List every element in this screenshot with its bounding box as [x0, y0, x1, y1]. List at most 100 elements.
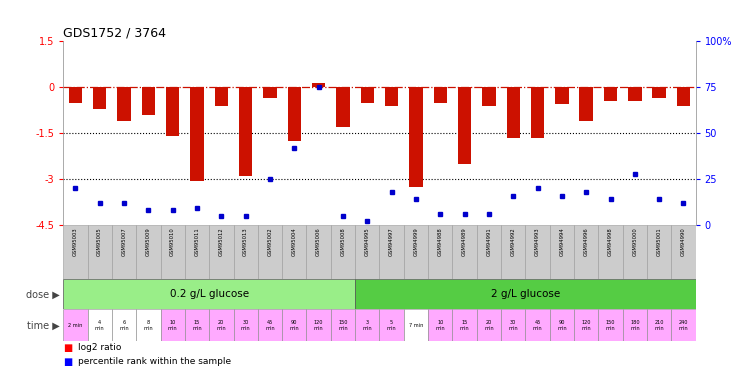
Bar — [63, 279, 355, 309]
Bar — [355, 279, 696, 309]
Bar — [379, 309, 404, 341]
Text: GSM94999: GSM94999 — [414, 227, 418, 256]
Bar — [258, 309, 282, 341]
Text: GSM94991: GSM94991 — [487, 227, 491, 256]
Bar — [525, 309, 550, 341]
Bar — [190, 87, 204, 181]
Bar — [88, 309, 112, 341]
Text: GSM95007: GSM95007 — [121, 227, 126, 256]
Bar — [63, 225, 88, 279]
Bar — [166, 87, 179, 136]
Bar — [379, 225, 404, 279]
Bar — [428, 225, 452, 279]
Bar — [623, 225, 647, 279]
Bar — [623, 309, 647, 341]
Text: GDS1752 / 3764: GDS1752 / 3764 — [63, 26, 166, 39]
Bar — [307, 225, 331, 279]
Bar — [501, 225, 525, 279]
Text: 5
min: 5 min — [387, 320, 397, 331]
Text: 0.2 g/L glucose: 0.2 g/L glucose — [170, 290, 248, 299]
Bar — [434, 87, 447, 102]
Text: GSM95006: GSM95006 — [316, 227, 321, 256]
Bar — [112, 225, 136, 279]
Bar — [647, 309, 671, 341]
Text: 150
min: 150 min — [606, 320, 615, 331]
Text: GSM94995: GSM94995 — [365, 227, 370, 256]
Text: GSM95013: GSM95013 — [243, 227, 248, 256]
Bar — [112, 309, 136, 341]
Bar — [550, 225, 574, 279]
Bar — [161, 309, 185, 341]
Text: 90
min: 90 min — [289, 320, 299, 331]
Bar — [355, 225, 379, 279]
Text: GSM94992: GSM94992 — [510, 227, 516, 256]
Bar — [477, 225, 501, 279]
Bar — [209, 225, 234, 279]
Text: 10
min: 10 min — [168, 320, 178, 331]
Bar — [652, 87, 666, 98]
Bar — [185, 309, 209, 341]
Bar — [574, 309, 598, 341]
Text: 2 g/L glucose: 2 g/L glucose — [491, 290, 560, 299]
Text: 30
min: 30 min — [508, 320, 518, 331]
Bar — [525, 225, 550, 279]
Bar — [452, 225, 477, 279]
Text: GSM94989: GSM94989 — [462, 227, 467, 256]
Text: GSM95009: GSM95009 — [146, 227, 151, 256]
Bar — [331, 309, 355, 341]
Text: ■: ■ — [63, 343, 72, 353]
Bar — [647, 225, 671, 279]
Bar — [185, 225, 209, 279]
Bar — [477, 309, 501, 341]
Bar — [428, 309, 452, 341]
Text: GSM95008: GSM95008 — [341, 227, 345, 256]
Text: 3
min: 3 min — [362, 320, 372, 331]
Text: GSM94988: GSM94988 — [437, 227, 443, 256]
Bar — [136, 309, 161, 341]
Text: GSM95010: GSM95010 — [170, 227, 175, 256]
Bar — [307, 309, 331, 341]
Text: 15
min: 15 min — [460, 320, 469, 331]
Text: log2 ratio: log2 ratio — [78, 343, 121, 352]
Bar — [452, 309, 477, 341]
Bar — [239, 87, 252, 176]
Text: 30
min: 30 min — [241, 320, 251, 331]
Bar — [580, 87, 593, 121]
Bar — [234, 225, 258, 279]
Bar — [409, 87, 423, 187]
Text: GSM94996: GSM94996 — [584, 227, 589, 256]
Text: 240
min: 240 min — [679, 320, 688, 331]
Text: GSM95001: GSM95001 — [657, 227, 661, 256]
Text: GSM95012: GSM95012 — [219, 227, 224, 256]
Text: ■: ■ — [63, 357, 72, 368]
Bar — [258, 225, 282, 279]
Text: 4
min: 4 min — [95, 320, 105, 331]
Bar — [361, 87, 374, 102]
Bar — [628, 87, 641, 101]
Bar — [604, 87, 618, 101]
Bar — [93, 87, 106, 109]
Text: GSM94994: GSM94994 — [559, 227, 565, 256]
Text: 20
min: 20 min — [217, 320, 226, 331]
Text: GSM95000: GSM95000 — [632, 227, 638, 256]
Bar — [336, 87, 350, 127]
Text: 120
min: 120 min — [314, 320, 324, 331]
Bar — [282, 225, 307, 279]
Bar — [550, 309, 574, 341]
Text: 210
min: 210 min — [654, 320, 664, 331]
Bar — [63, 309, 88, 341]
Text: 20
min: 20 min — [484, 320, 494, 331]
Text: 45
min: 45 min — [265, 320, 275, 331]
Bar — [574, 225, 598, 279]
Text: GSM94993: GSM94993 — [535, 227, 540, 256]
Bar — [555, 87, 568, 104]
Bar — [501, 309, 525, 341]
Text: GSM95003: GSM95003 — [73, 227, 78, 256]
Bar — [234, 309, 258, 341]
Bar — [598, 225, 623, 279]
Bar — [458, 87, 471, 164]
Bar — [331, 225, 355, 279]
Bar — [404, 225, 428, 279]
Text: time ▶: time ▶ — [27, 320, 60, 330]
Bar — [312, 82, 325, 87]
